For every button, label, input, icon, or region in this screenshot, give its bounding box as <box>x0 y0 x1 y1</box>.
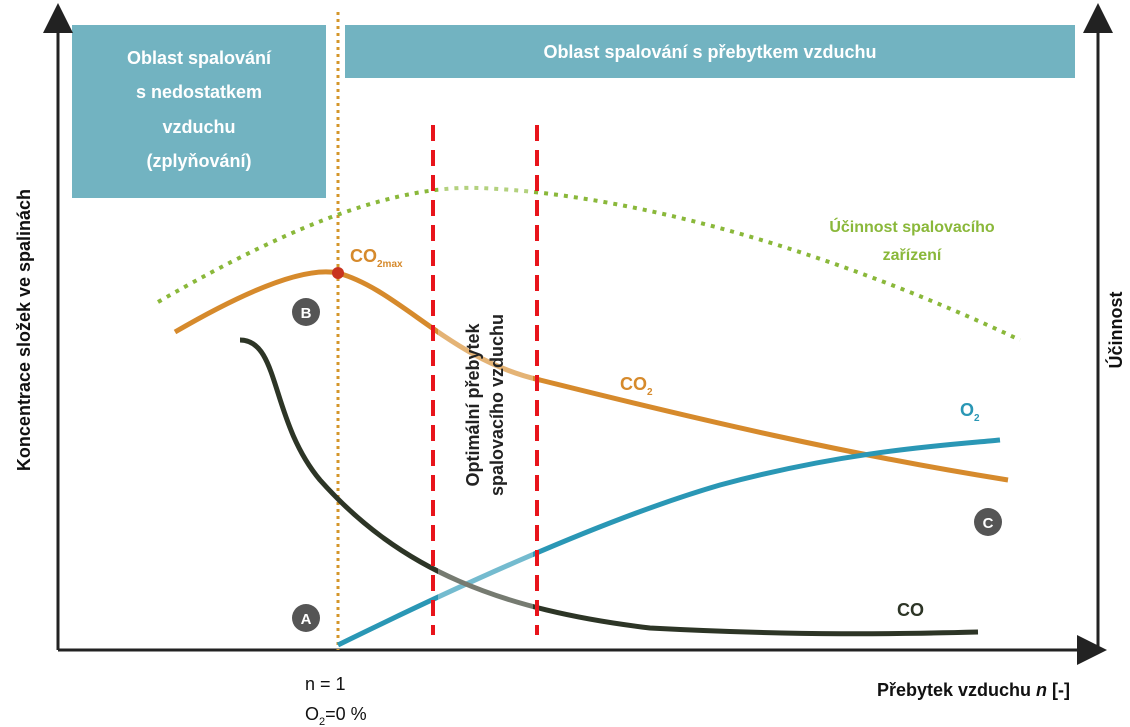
y-axis-label: Koncentrace složek ve spalinách <box>14 189 34 471</box>
text: C <box>983 515 994 532</box>
text: zařízení <box>883 247 942 264</box>
y2-axis-label: Účinnost <box>1105 291 1126 368</box>
text: [-] <box>1047 680 1070 700</box>
text: CO <box>620 374 647 394</box>
optimum-band <box>438 125 533 635</box>
co-label: CO <box>897 600 924 620</box>
efficiency-label: Účinnost spalovacího zařízení <box>829 217 995 264</box>
text: =0 % <box>325 704 367 724</box>
o2zero-label: O2=0 % <box>305 704 367 727</box>
deficit-region <box>72 25 326 198</box>
text: spalovacího vzduchu <box>487 314 507 496</box>
point-b: B <box>292 298 320 326</box>
text: vzduchu <box>162 117 235 137</box>
text: B <box>301 305 312 322</box>
text: 2 <box>974 413 980 424</box>
optimum-label: Optimální přebytek spalovacího vzduchu <box>463 314 507 496</box>
text: 2 <box>319 716 325 727</box>
x-axis-label: Přebytek vzduchu n [-] <box>877 680 1070 700</box>
excess-region <box>345 25 1075 78</box>
text: (zplyňování) <box>146 151 251 171</box>
text: s nedostatkem <box>136 82 262 102</box>
text: n <box>1036 680 1047 700</box>
text: A <box>301 611 312 628</box>
co2-curve <box>173 269 1009 483</box>
n1-label: n = 1 <box>305 674 346 694</box>
excess-label: Oblast spalování s přebytkem vzduchu <box>543 42 876 62</box>
text: Přebytek vzduchu <box>877 680 1036 700</box>
text: Účinnost spalovacího <box>829 217 995 236</box>
text: O <box>305 704 319 724</box>
deficit-label: Oblast spalování s nedostatkem vzduchu (… <box>127 48 272 171</box>
co2max-point <box>332 267 344 279</box>
text: CO <box>350 246 377 266</box>
text: 2max <box>377 259 403 270</box>
text: O <box>960 400 974 420</box>
o2-label: O2 <box>960 400 980 424</box>
text: Optimální přebytek <box>463 322 483 486</box>
point-c: C <box>974 508 1002 536</box>
co2max-label: CO2max <box>350 246 403 270</box>
point-a: A <box>292 604 320 632</box>
o2-curve <box>336 437 1001 648</box>
co2-label: CO2 <box>620 374 653 398</box>
co-curve <box>239 337 979 637</box>
text: 2 <box>647 387 653 398</box>
text: Oblast spalování <box>127 48 272 68</box>
